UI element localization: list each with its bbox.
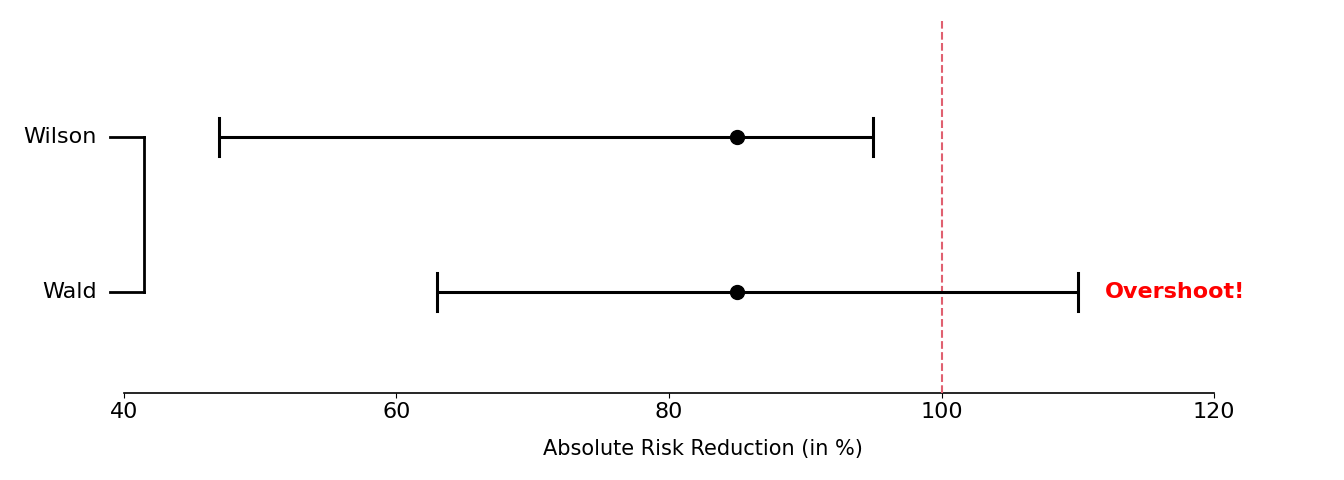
Text: Wilson: Wilson xyxy=(23,127,97,147)
X-axis label: Absolute Risk Reduction (in %): Absolute Risk Reduction (in %) xyxy=(543,439,863,459)
Text: Wald: Wald xyxy=(42,282,97,302)
Text: Overshoot!: Overshoot! xyxy=(1105,282,1246,302)
